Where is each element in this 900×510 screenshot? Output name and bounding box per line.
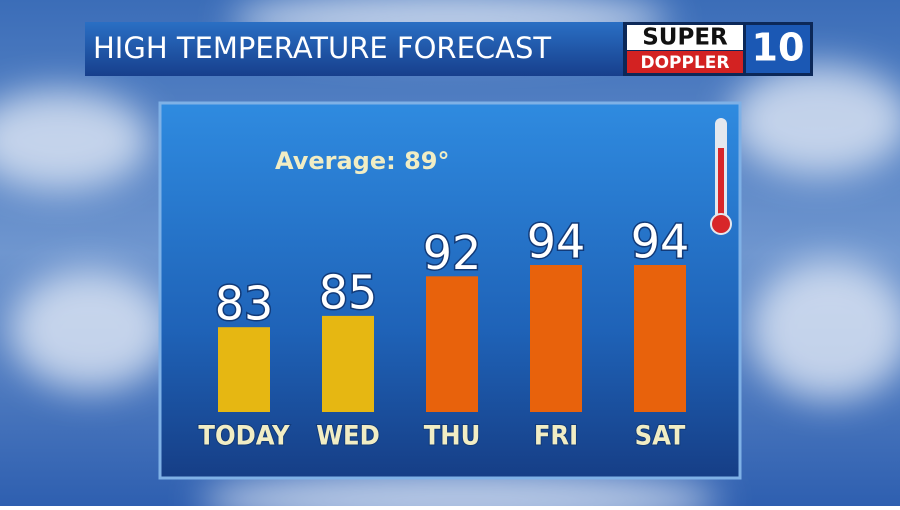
thermometer xyxy=(710,118,732,235)
logo-bottom: DOPPLER xyxy=(640,53,729,73)
value-label: 85 xyxy=(319,265,378,319)
x-tick-label: SAT xyxy=(635,421,686,452)
value-label: 94 xyxy=(631,215,690,269)
bar xyxy=(530,265,582,412)
average-label: Average: 89° xyxy=(275,147,449,175)
logo-top: SUPER xyxy=(642,25,728,51)
bar xyxy=(634,265,686,412)
logo-number: 10 xyxy=(752,26,805,70)
chart-title: HIGH TEMPERATURE FORECAST xyxy=(93,31,551,65)
bar xyxy=(426,276,478,412)
value-label: 92 xyxy=(423,226,482,280)
title-bar xyxy=(85,22,625,76)
logo: SUPER DOPPLER 10 xyxy=(623,22,813,76)
x-tick-label: TODAY xyxy=(198,421,290,452)
value-label: 83 xyxy=(215,277,274,331)
x-tick-label: WED xyxy=(316,421,380,452)
value-label: 94 xyxy=(527,215,586,269)
bar xyxy=(218,327,270,412)
bar xyxy=(322,315,374,412)
x-tick-label: FRI xyxy=(534,421,578,452)
x-tick-label: THU xyxy=(424,421,481,452)
